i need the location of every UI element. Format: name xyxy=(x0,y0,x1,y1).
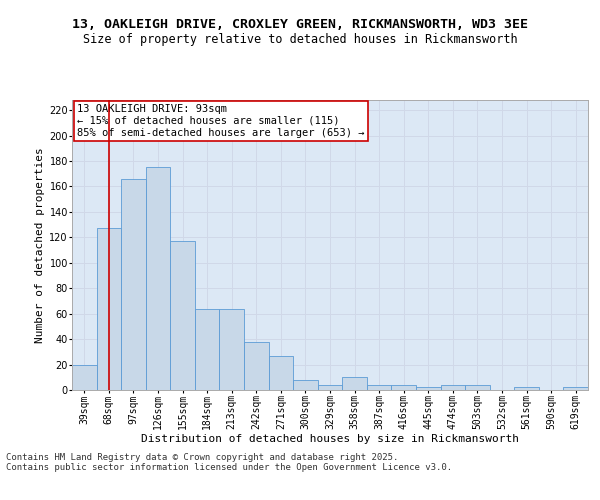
Text: Size of property relative to detached houses in Rickmansworth: Size of property relative to detached ho… xyxy=(83,32,517,46)
Bar xyxy=(146,168,170,390)
Bar xyxy=(121,179,146,390)
Text: 13, OAKLEIGH DRIVE, CROXLEY GREEN, RICKMANSWORTH, WD3 3EE: 13, OAKLEIGH DRIVE, CROXLEY GREEN, RICKM… xyxy=(72,18,528,30)
Bar xyxy=(391,385,416,390)
Bar xyxy=(367,385,391,390)
Text: Contains public sector information licensed under the Open Government Licence v3: Contains public sector information licen… xyxy=(6,464,452,472)
Bar xyxy=(72,364,97,390)
Bar xyxy=(195,308,220,390)
Bar xyxy=(318,385,342,390)
Bar xyxy=(563,388,588,390)
Bar xyxy=(342,378,367,390)
Bar xyxy=(465,385,490,390)
Bar xyxy=(170,241,195,390)
Bar xyxy=(440,385,465,390)
Y-axis label: Number of detached properties: Number of detached properties xyxy=(35,147,45,343)
Bar xyxy=(244,342,269,390)
Bar xyxy=(97,228,121,390)
Bar xyxy=(269,356,293,390)
Bar xyxy=(514,388,539,390)
Bar xyxy=(220,308,244,390)
Bar xyxy=(416,388,440,390)
Text: Contains HM Land Registry data © Crown copyright and database right 2025.: Contains HM Land Registry data © Crown c… xyxy=(6,454,398,462)
Text: 13 OAKLEIGH DRIVE: 93sqm
← 15% of detached houses are smaller (115)
85% of semi-: 13 OAKLEIGH DRIVE: 93sqm ← 15% of detach… xyxy=(77,104,365,138)
Bar xyxy=(293,380,318,390)
X-axis label: Distribution of detached houses by size in Rickmansworth: Distribution of detached houses by size … xyxy=(141,434,519,444)
